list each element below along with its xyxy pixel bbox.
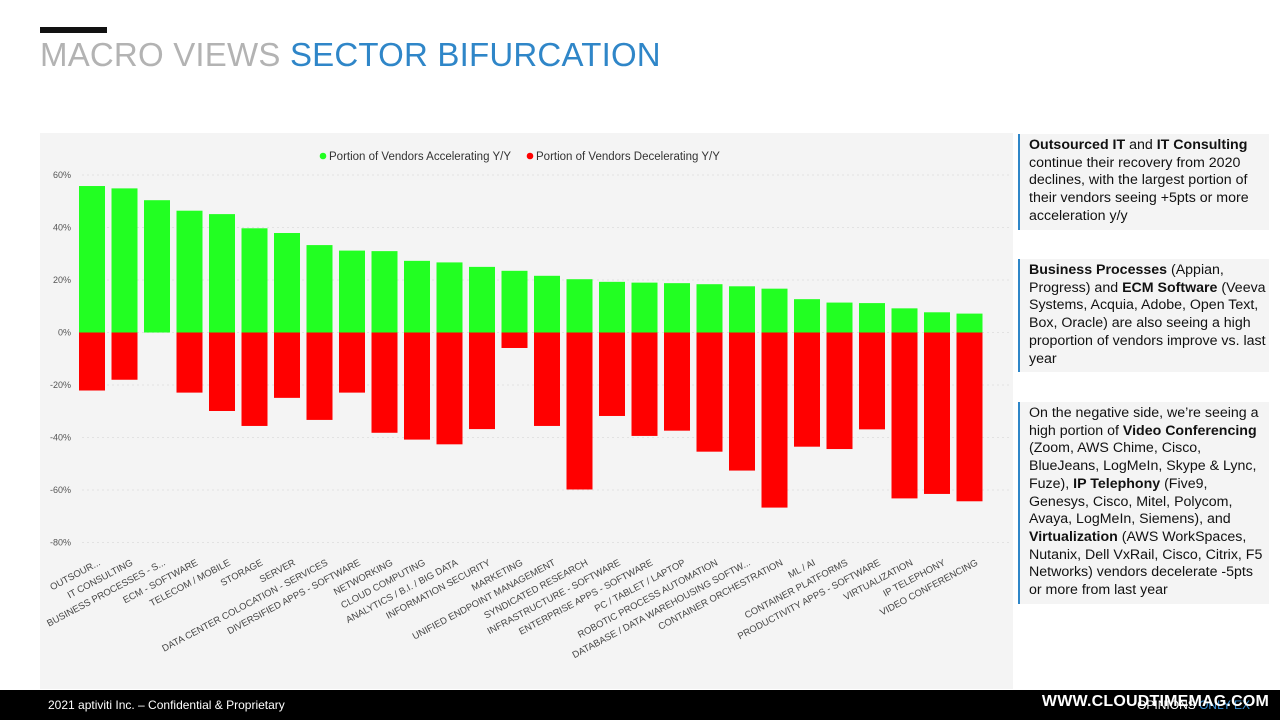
bar-accelerating: [924, 312, 950, 333]
bar-decelerating: [761, 332, 788, 508]
legend-marker: [526, 152, 534, 160]
bar-decelerating: [371, 332, 398, 433]
bar-accelerating: [566, 279, 593, 333]
bar-decelerating: [209, 332, 235, 411]
watermark-logo: WWW.CLOUDTIMEMAG.COM: [1041, 693, 1269, 710]
bar-accelerating: [176, 210, 203, 333]
note-business-processes: Business Processes (Appian, Progress) an…: [1018, 259, 1269, 373]
bar-accelerating: [306, 245, 333, 333]
footer-disclaimer: OPINIONS ONLY EX: [1137, 698, 1250, 712]
bar-decelerating: [306, 332, 333, 420]
chart-panel: 60% 40% 20% 0% -20% -40% -60% -80% Portion of Ve…: [40, 133, 1013, 689]
bar-decelerating: [339, 332, 365, 393]
footer-only-ex: ONLY EX: [1199, 698, 1250, 712]
note-text-run: and: [1125, 137, 1157, 153]
bar-decelerating: [891, 332, 918, 499]
bar-accelerating: [534, 275, 560, 333]
note-text-run: ECM Software: [1122, 279, 1218, 296]
y-tick-label: -60%: [50, 485, 71, 495]
bar-decelerating: [274, 332, 300, 398]
bar-accelerating: [371, 251, 398, 333]
bar-accelerating: [761, 288, 788, 333]
bar-decelerating: [534, 332, 560, 426]
title-sector-bifurcation: SECTOR BIFURCATION: [289, 36, 661, 73]
bar-accelerating: [209, 214, 235, 333]
bar-accelerating: [339, 250, 365, 333]
bar-decelerating: [729, 332, 755, 471]
bar-decelerating: [859, 332, 885, 430]
note-negative-side: On the negative side, we’re seeing a hig…: [1018, 402, 1269, 604]
note-text-run: IT Consulting: [1156, 137, 1248, 153]
bar-accelerating: [599, 281, 625, 333]
bar-accelerating: [436, 262, 463, 333]
bar-accelerating: [794, 299, 820, 333]
bar-decelerating: [404, 332, 430, 440]
bar-decelerating: [469, 332, 495, 430]
bar-accelerating: [631, 282, 658, 333]
note-text-run: (Appian, Progress) and: [1029, 262, 1224, 296]
footer-opinions: OPINIONS: [1137, 698, 1200, 712]
bar-decelerating: [241, 332, 268, 426]
bar-decelerating: [501, 332, 528, 348]
bar-accelerating: [79, 186, 105, 333]
footer-copyright: 2021 aptiviti Inc. – Confidential & Prop…: [48, 698, 285, 712]
bar-decelerating: [176, 332, 203, 393]
bar-accelerating: [241, 228, 268, 333]
bar-accelerating: [274, 233, 300, 333]
legend-label: Portion of Vendors Accelerating Y/Y: [329, 151, 511, 163]
bar-accelerating: [729, 286, 755, 333]
note-text-run: (Veeva Systems, Acquia, Adobe, Open Text…: [1029, 279, 1266, 367]
title-accent-bar: [40, 27, 107, 33]
note-text-run: continue their recovery from 2020 declin…: [1029, 154, 1249, 224]
bar-accelerating: [956, 313, 983, 333]
bar-decelerating: [956, 332, 983, 502]
note-text-run: (Zoom, AWS Chime, Cisco, BlueJeans, LogM…: [1029, 440, 1257, 492]
note-text-run: Video Conferencing: [1122, 422, 1257, 439]
y-tick-label: 60%: [53, 170, 71, 180]
note-text-run: On the negative side, we’re seeing a hig…: [1029, 405, 1259, 439]
legend-label: Portion of Vendors Decelerating Y/Y: [536, 151, 720, 163]
note-outsourced-it: Outsourced IT and IT Consulting continue…: [1018, 134, 1269, 230]
bar-accelerating: [891, 308, 918, 333]
legend-marker: [319, 152, 327, 160]
bar-decelerating: [599, 332, 625, 416]
bar-accelerating: [404, 260, 430, 333]
bar-decelerating: [631, 332, 658, 436]
note-text-run: Business Processes: [1029, 262, 1168, 278]
footer-bar: 2021 aptiviti Inc. – Confidential & Prop…: [0, 690, 1280, 720]
y-tick-label: -80%: [50, 538, 71, 548]
note-text-run: Outsourced IT: [1029, 137, 1126, 153]
bar-chart: 60% 40% 20% 0% -20% -40% -60% -80% Portion of Ve…: [45, 151, 1010, 661]
y-tick-label: -40%: [50, 433, 71, 443]
note-text-run: (Five9, Genesys, Cisco, Mitel, Polycom, …: [1029, 475, 1233, 528]
bar-decelerating: [696, 332, 723, 452]
bar-decelerating: [111, 332, 138, 380]
y-tick-label: -20%: [50, 380, 71, 390]
bar-accelerating: [469, 266, 495, 333]
bar-decelerating: [794, 332, 820, 447]
bar-accelerating: [144, 200, 170, 333]
bar-decelerating: [924, 332, 950, 494]
y-tick-label: 20%: [53, 275, 71, 285]
bar-accelerating: [826, 302, 853, 333]
bar-accelerating: [696, 284, 723, 333]
bar-accelerating: [111, 188, 138, 333]
note-text-run: IP Telephony: [1073, 475, 1161, 492]
bar-decelerating: [436, 332, 463, 445]
bar-accelerating: [501, 270, 528, 333]
page-title: MACRO VIEWS SECTOR BIFURCATION: [40, 36, 661, 74]
y-tick-label: 40%: [53, 223, 71, 233]
bar-accelerating: [664, 283, 690, 333]
note-text-run: Virtualization: [1029, 528, 1118, 545]
bar-decelerating: [566, 332, 593, 490]
note-text-run: (AWS WorkSpaces, Nutanix, Dell VxRail, C…: [1029, 528, 1263, 599]
bar-decelerating: [826, 332, 853, 450]
title-macro-views: MACRO VIEWS: [40, 36, 281, 73]
bar-decelerating: [664, 332, 690, 431]
bar-decelerating: [79, 332, 105, 391]
y-tick-label: 0%: [58, 328, 71, 338]
bar-accelerating: [859, 303, 885, 333]
